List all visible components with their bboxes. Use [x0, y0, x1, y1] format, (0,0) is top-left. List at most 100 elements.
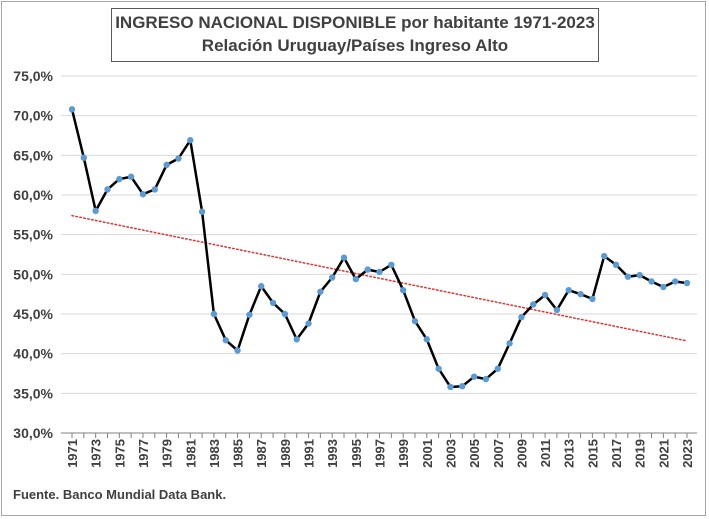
- data-point: [411, 317, 419, 325]
- x-tick-label: 1975: [112, 439, 127, 468]
- data-point: [435, 365, 442, 372]
- x-tick-label: 1971: [65, 439, 80, 468]
- x-tick-label: 1991: [302, 439, 317, 468]
- data-point: [328, 274, 336, 281]
- data-point: [518, 313, 525, 321]
- x-tick-label: 1989: [278, 439, 293, 468]
- data-point: [506, 340, 513, 347]
- x-tick-label: 2017: [609, 439, 624, 468]
- data-point: [388, 261, 395, 269]
- data-point: [660, 283, 667, 291]
- y-tick-label: 70,0%: [13, 108, 53, 124]
- data-point: [198, 208, 206, 215]
- data-point: [151, 186, 158, 193]
- data-point: [683, 279, 691, 287]
- x-tick-label: 2021: [656, 439, 671, 468]
- x-tick-label: 1995: [349, 439, 364, 468]
- y-tick-label: 60,0%: [13, 187, 53, 203]
- y-tick-label: 75,0%: [13, 68, 53, 84]
- chart-subtitle: Relación Uruguay/Países Ingreso Alto: [201, 36, 509, 55]
- y-tick-label: 45,0%: [13, 306, 53, 322]
- linear-trendline: [71, 214, 688, 342]
- data-point: [305, 320, 312, 327]
- source-note: Fuente. Banco Mundial Data Bank.: [13, 487, 227, 502]
- data-point: [530, 301, 537, 308]
- x-tick-label: 1985: [231, 439, 246, 468]
- data-point: [163, 161, 170, 169]
- y-tick-label: 35,0%: [13, 385, 53, 401]
- data-point: [601, 252, 608, 260]
- data-point: [246, 311, 253, 318]
- data-point: [565, 287, 572, 294]
- x-tick-label: 2013: [562, 439, 577, 468]
- x-tick-label: 1997: [373, 439, 388, 468]
- y-tick-label: 55,0%: [13, 227, 53, 243]
- x-tick-label: 2007: [491, 439, 506, 468]
- y-tick-label: 30,0%: [13, 425, 53, 441]
- data-point: [376, 268, 383, 276]
- x-tick-label: 1993: [325, 439, 340, 468]
- y-tick-label: 65,0%: [13, 147, 53, 163]
- data-point: [222, 336, 229, 344]
- data-point: [104, 186, 111, 193]
- data-point: [423, 336, 431, 343]
- x-tick-label: 2001: [420, 439, 435, 468]
- data-point: [127, 173, 135, 180]
- data-point: [553, 306, 561, 314]
- x-tick-label: 2005: [467, 439, 482, 468]
- data-point: [494, 365, 501, 372]
- x-tick-label: 2023: [680, 439, 695, 468]
- data-point: [447, 383, 454, 391]
- data-point: [364, 266, 371, 273]
- data-point: [577, 290, 584, 298]
- x-tick-label: 2015: [585, 439, 600, 468]
- data-point: [624, 273, 632, 280]
- data-point: [352, 275, 360, 283]
- x-tick-label: 2009: [514, 439, 529, 468]
- data-point: [317, 288, 324, 295]
- data-point: [234, 347, 241, 354]
- chart-title-box: INGRESO NACIONAL DISPONIBLE por habitant…: [111, 8, 599, 62]
- data-point: [68, 106, 76, 113]
- data-point: [281, 310, 289, 318]
- data-point: [671, 278, 679, 285]
- data-point: [293, 336, 300, 343]
- x-tick-label: 2003: [443, 439, 458, 468]
- data-point: [648, 278, 655, 285]
- data-point: [589, 295, 596, 303]
- x-tick-label: 2011: [538, 439, 553, 467]
- gridlines: [61, 75, 697, 394]
- chart-title: INGRESO NACIONAL DISPONIBLE por habitant…: [115, 13, 595, 32]
- data-point: [80, 154, 88, 161]
- data-point: [340, 254, 348, 261]
- y-axis: 30,0% 35,0% 40,0% 45,0% 50,0% 55,0% 60,0% 65,0%…: [13, 68, 53, 441]
- data-point: [482, 375, 490, 383]
- data-point: [116, 175, 123, 183]
- data-point: [210, 310, 218, 318]
- x-tick-label: 2019: [633, 439, 648, 468]
- series-line: [70, 109, 688, 389]
- data-point: [612, 261, 620, 269]
- data-point: [139, 191, 147, 198]
- data-point: [175, 155, 182, 162]
- marker-layer: [68, 106, 691, 391]
- x-tick-label: 1977: [136, 439, 151, 468]
- data-point: [258, 283, 265, 290]
- data-point: [269, 299, 277, 307]
- x-tick-label: 1979: [160, 439, 175, 468]
- x-axis: 1971 1973 1975 1977 1979 1981 1983 1985 1987 1989…: [61, 432, 697, 468]
- x-tick-label: 1983: [207, 439, 222, 468]
- data-point: [92, 207, 99, 215]
- data-point: [187, 137, 194, 144]
- x-tick-label: 1987: [254, 439, 269, 468]
- series-layer: [70, 109, 688, 389]
- data-point: [399, 287, 407, 294]
- y-tick-label: 40,0%: [13, 346, 53, 362]
- data-point: [470, 373, 478, 380]
- trendline-layer: [71, 214, 688, 342]
- x-tick-label: 1981: [183, 439, 198, 468]
- x-tick-label: 1973: [89, 439, 104, 468]
- x-tick-label: 1999: [396, 439, 411, 468]
